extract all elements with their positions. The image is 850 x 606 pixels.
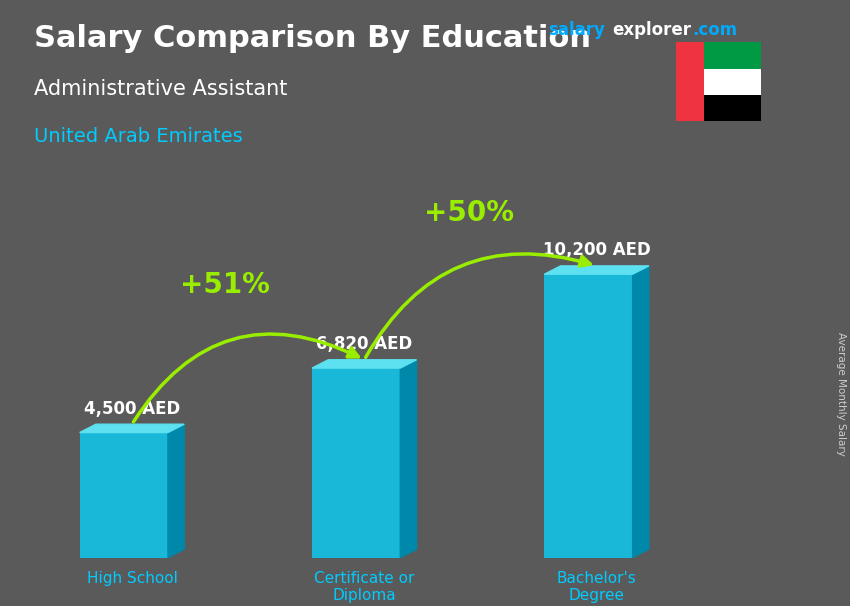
- Text: Average Monthly Salary: Average Monthly Salary: [836, 332, 846, 456]
- Text: Certificate or
Diploma: Certificate or Diploma: [314, 571, 415, 603]
- Text: 10,200 AED: 10,200 AED: [543, 241, 650, 259]
- Text: United Arab Emirates: United Arab Emirates: [34, 127, 243, 146]
- Text: salary: salary: [548, 21, 605, 39]
- Polygon shape: [312, 360, 416, 368]
- Text: Salary Comparison By Education: Salary Comparison By Education: [34, 24, 591, 53]
- Text: +50%: +50%: [424, 199, 514, 227]
- Bar: [544, 274, 632, 558]
- Bar: [312, 368, 400, 558]
- Polygon shape: [168, 424, 184, 558]
- Bar: [704, 42, 761, 69]
- Bar: [676, 42, 704, 121]
- Polygon shape: [544, 266, 649, 274]
- Bar: [80, 433, 168, 558]
- Text: 4,500 AED: 4,500 AED: [84, 399, 180, 418]
- Polygon shape: [400, 360, 416, 558]
- Text: +51%: +51%: [180, 271, 269, 299]
- Text: Bachelor's
Degree: Bachelor's Degree: [557, 571, 637, 603]
- Text: High School: High School: [87, 571, 178, 586]
- Text: Administrative Assistant: Administrative Assistant: [34, 79, 287, 99]
- Bar: [704, 95, 761, 121]
- Text: .com: .com: [693, 21, 738, 39]
- Polygon shape: [632, 266, 649, 558]
- Bar: [704, 69, 761, 95]
- Text: 6,820 AED: 6,820 AED: [316, 335, 412, 353]
- Polygon shape: [80, 424, 184, 433]
- Text: explorer: explorer: [612, 21, 691, 39]
